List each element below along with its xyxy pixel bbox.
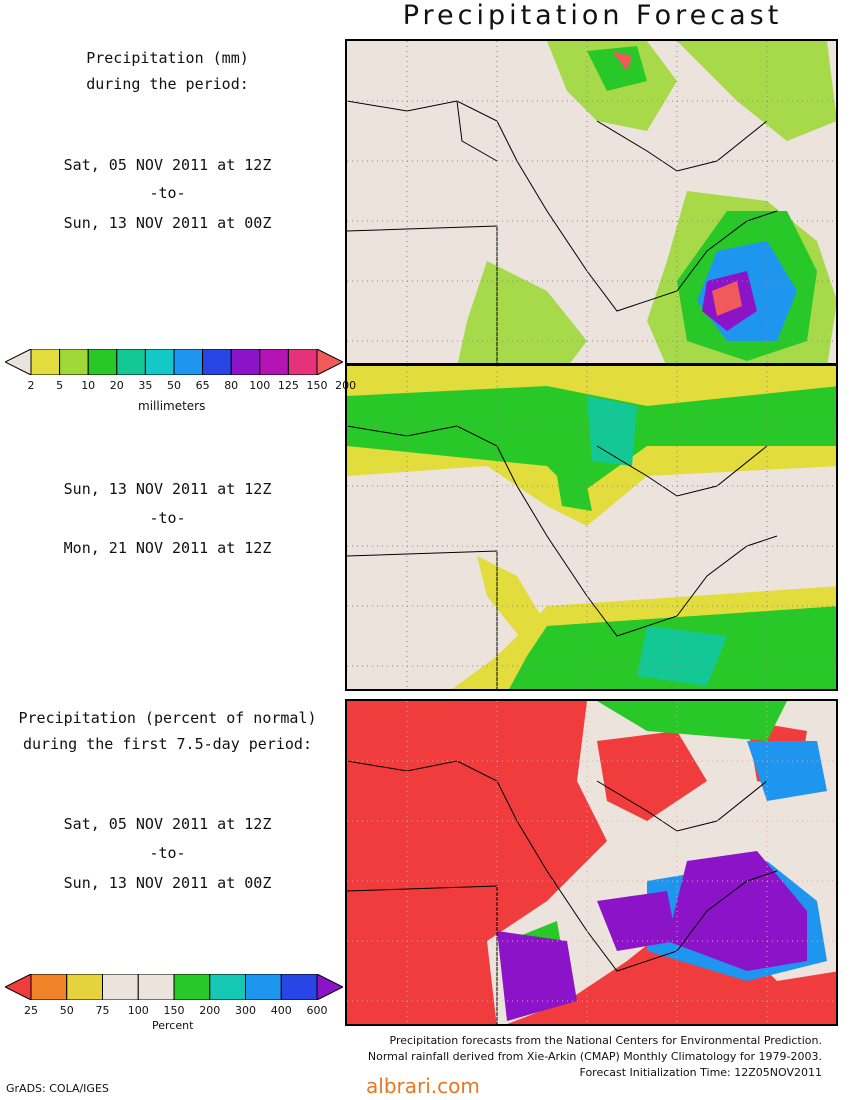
scale-swatch xyxy=(116,349,146,375)
scale-tick-label: 5 xyxy=(56,379,64,392)
panel1-heading-1: Precipitation (mm) xyxy=(86,49,249,67)
credit-line-1: Precipitation forecasts from the Nationa… xyxy=(389,1034,823,1047)
watermark: albrari.com xyxy=(366,1074,480,1098)
scale-tick-label: 100 xyxy=(249,379,271,392)
scale-swatch xyxy=(87,349,118,375)
credits: Precipitation forecasts from the Nationa… xyxy=(368,1033,822,1081)
scale-swatch xyxy=(5,974,32,1000)
panel2-sep: -to- xyxy=(149,509,186,527)
scale-tick-label: 80 xyxy=(224,379,239,392)
panel3-heading-1: Precipitation (percent of normal) xyxy=(18,709,317,727)
scale-swatch xyxy=(144,349,175,375)
scale-tick-label: 65 xyxy=(195,379,210,392)
scale-swatch xyxy=(66,974,103,1000)
software-credit: GrADS: COLA/IGES xyxy=(6,1082,109,1095)
scale-swatch xyxy=(202,349,232,375)
scale-tick-label: 25 xyxy=(24,1004,38,1017)
panel3-start: Sat, 05 NOV 2011 at 12Z xyxy=(63,815,272,833)
scale-tick-label: 150 xyxy=(306,379,328,392)
scale-swatch xyxy=(316,974,343,1000)
scale-tick-label: 35 xyxy=(138,379,153,392)
percent-color-scale xyxy=(5,974,343,1000)
panel1-end: Sun, 13 NOV 2011 at 00Z xyxy=(63,214,272,232)
panel2-start: Sun, 13 NOV 2011 at 12Z xyxy=(63,480,272,498)
scale-swatch xyxy=(102,974,139,1000)
precip-map-week2-graphic xyxy=(347,366,836,689)
panel3-heading-2: during the first 7.5-day period: xyxy=(23,735,312,753)
scale-swatch xyxy=(30,349,61,375)
scale-tick-label: 50 xyxy=(59,1004,74,1017)
precip-map-week1 xyxy=(345,39,838,365)
scale-tick-label: 2 xyxy=(27,379,35,392)
scale-swatch xyxy=(287,349,318,375)
scale-swatch xyxy=(280,974,318,1000)
panel1-sep: -to- xyxy=(149,184,186,202)
scale-tick-label: 150 xyxy=(163,1004,185,1017)
precip-map-week2 xyxy=(345,364,838,691)
mm-unit-label: millimeters xyxy=(138,399,206,413)
panel2-end: Mon, 21 NOV 2011 at 12Z xyxy=(63,539,272,557)
scale-swatch xyxy=(59,349,89,375)
scale-tick-label: 200 xyxy=(335,379,357,392)
panel3-sep: -to- xyxy=(149,844,186,862)
scale-tick-label: 200 xyxy=(199,1004,221,1017)
percent-normal-map xyxy=(345,699,838,1026)
percent-normal-map-graphic xyxy=(347,701,836,1024)
scale-tick-label: 100 xyxy=(127,1004,149,1017)
page-title: Precipitation Forecast xyxy=(402,0,783,31)
scale-tick-label: 20 xyxy=(109,379,124,392)
scale-swatch xyxy=(245,974,282,1000)
precip-map-week1-graphic xyxy=(347,41,836,363)
scale-swatch xyxy=(173,349,204,375)
scale-swatch xyxy=(5,349,32,375)
scale-swatch xyxy=(316,349,343,375)
panel1-heading-2: during the period: xyxy=(86,75,249,93)
scale-swatch xyxy=(137,974,175,1000)
scale-swatch xyxy=(30,974,68,1000)
scale-tick-label: 10 xyxy=(81,379,96,392)
scale-tick-label: 75 xyxy=(95,1004,110,1017)
panel3-end: Sun, 13 NOV 2011 at 00Z xyxy=(63,874,272,892)
panel1-start: Sat, 05 NOV 2011 at 12Z xyxy=(63,156,272,174)
scale-swatch xyxy=(230,349,261,375)
scale-tick-label: 600 xyxy=(306,1004,328,1017)
scale-tick-label: 300 xyxy=(235,1004,256,1017)
scale-tick-label: 400 xyxy=(270,1004,292,1017)
percent-unit-label: Percent xyxy=(152,1019,194,1032)
credit-line-2: Normal rainfall derived from Xie-Arkin (… xyxy=(367,1050,822,1063)
scale-swatch xyxy=(209,974,246,1000)
scale-swatch xyxy=(173,974,211,1000)
mm-scale-labels: 2 5 10 20 35 50 65 80 100 125 150 200 xyxy=(5,379,357,393)
percent-scale-labels: 25 50 75 100 150 200 300 400 600 xyxy=(5,1004,343,1018)
scale-tick-label: 50 xyxy=(167,379,181,392)
scale-tick-label: 125 xyxy=(277,379,299,392)
credit-line-3: Forecast Initialization Time: 12Z05NOV20… xyxy=(579,1066,822,1079)
scale-swatch xyxy=(259,349,289,375)
mm-color-scale xyxy=(5,349,343,375)
